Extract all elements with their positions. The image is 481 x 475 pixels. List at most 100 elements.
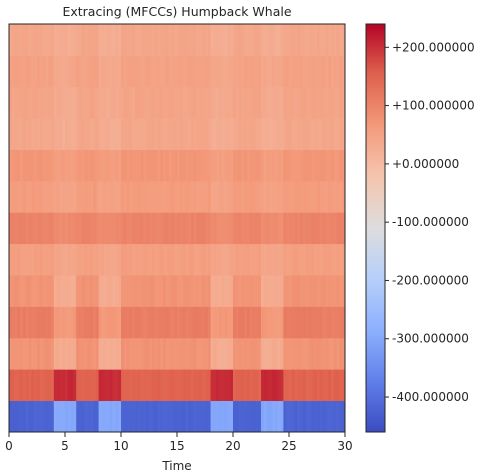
heatmap-cell bbox=[283, 369, 287, 402]
heatmap-cell bbox=[9, 55, 13, 88]
heatmap-cell bbox=[328, 212, 332, 245]
heatmap-cell bbox=[202, 149, 206, 182]
heatmap-cell bbox=[143, 24, 147, 56]
heatmap-cell bbox=[39, 118, 43, 150]
heatmap-cell bbox=[294, 180, 298, 213]
heatmap-cell bbox=[59, 275, 63, 307]
heatmap-cell bbox=[95, 118, 99, 150]
heatmap-cell bbox=[76, 86, 80, 119]
heatmap-cell bbox=[70, 306, 74, 339]
heatmap-cell bbox=[14, 212, 18, 245]
heatmap-cell bbox=[333, 337, 337, 370]
heatmap-cell bbox=[283, 306, 287, 339]
heatmap-cell bbox=[56, 275, 60, 307]
heatmap-cell bbox=[171, 275, 175, 307]
heatmap-cell bbox=[95, 86, 99, 119]
heatmap-cell bbox=[168, 149, 172, 182]
heatmap-cell bbox=[90, 400, 94, 433]
heatmap-cell bbox=[263, 243, 267, 276]
heatmap-cell bbox=[182, 369, 186, 402]
heatmap-cell bbox=[280, 86, 284, 119]
heatmap-cell bbox=[303, 369, 307, 402]
heatmap-cell bbox=[191, 55, 195, 88]
heatmap-cell bbox=[90, 149, 94, 182]
heatmap-cell bbox=[112, 306, 116, 339]
heatmap-cell bbox=[42, 118, 46, 150]
x-axis-label: Time bbox=[161, 459, 191, 473]
heatmap-cell bbox=[283, 243, 287, 276]
heatmap-cell bbox=[87, 243, 91, 276]
heatmap-cell bbox=[165, 24, 169, 56]
heatmap-cell bbox=[168, 306, 172, 339]
heatmap-cell bbox=[149, 180, 153, 213]
heatmap-cell bbox=[286, 118, 290, 150]
heatmap-cell bbox=[154, 86, 158, 119]
heatmap-cell bbox=[31, 55, 35, 88]
heatmap-cell bbox=[123, 118, 127, 150]
heatmap-cell bbox=[305, 55, 309, 88]
heatmap-cell bbox=[34, 400, 38, 433]
heatmap-cell bbox=[67, 400, 71, 433]
heatmap-cell bbox=[261, 118, 265, 150]
heatmap-cell bbox=[325, 337, 329, 370]
heatmap-cell bbox=[289, 369, 293, 402]
heatmap-cell bbox=[143, 275, 147, 307]
heatmap-cell bbox=[269, 212, 273, 245]
heatmap-cell bbox=[45, 275, 49, 307]
heatmap-cell bbox=[48, 55, 52, 88]
heatmap-cell bbox=[149, 55, 153, 88]
heatmap-cell bbox=[112, 369, 116, 402]
heatmap-cell bbox=[314, 55, 318, 88]
heatmap-cell bbox=[151, 275, 155, 307]
heatmap-cell bbox=[143, 369, 147, 402]
heatmap-cell bbox=[73, 55, 77, 88]
heatmap-cell bbox=[34, 180, 38, 213]
heatmap-cell bbox=[266, 369, 270, 402]
heatmap-cell bbox=[263, 86, 267, 119]
heatmap-cell bbox=[121, 118, 125, 150]
heatmap-cell bbox=[174, 337, 178, 370]
x-tick-label: 20 bbox=[225, 439, 240, 453]
heatmap-cell bbox=[275, 24, 279, 56]
heatmap-cell bbox=[303, 180, 307, 213]
heatmap-cell bbox=[291, 306, 295, 339]
heatmap-cell bbox=[109, 369, 113, 402]
heatmap-cell bbox=[59, 55, 63, 88]
heatmap-cell bbox=[196, 306, 200, 339]
heatmap-cell bbox=[280, 55, 284, 88]
heatmap-cell bbox=[65, 55, 69, 88]
heatmap-cell bbox=[224, 180, 228, 213]
heatmap-cell bbox=[179, 306, 183, 339]
heatmap-cell bbox=[28, 24, 32, 56]
heatmap-cell bbox=[179, 400, 183, 433]
heatmap-cell bbox=[137, 212, 141, 245]
heatmap-cell bbox=[305, 337, 309, 370]
heatmap-cell bbox=[31, 86, 35, 119]
heatmap-cell bbox=[221, 55, 225, 88]
heatmap-cell bbox=[121, 337, 125, 370]
heatmap-cell bbox=[174, 369, 178, 402]
heatmap-cell bbox=[25, 149, 29, 182]
heatmap-cell bbox=[79, 149, 83, 182]
heatmap-cell bbox=[112, 55, 116, 88]
heatmap-cell bbox=[109, 212, 113, 245]
heatmap-cell bbox=[84, 275, 88, 307]
heatmap-cell bbox=[202, 24, 206, 56]
heatmap-cell bbox=[275, 86, 279, 119]
heatmap-cell bbox=[216, 243, 220, 276]
heatmap-cell bbox=[333, 149, 337, 182]
heatmap-cell bbox=[261, 86, 265, 119]
heatmap-cell bbox=[230, 306, 234, 339]
x-tick-label: 10 bbox=[113, 439, 128, 453]
heatmap-cell bbox=[34, 86, 38, 119]
heatmap-cell bbox=[185, 86, 189, 119]
heatmap-cell bbox=[191, 86, 195, 119]
heatmap-cell bbox=[84, 212, 88, 245]
heatmap-cell bbox=[249, 369, 253, 402]
heatmap-cell bbox=[87, 86, 91, 119]
heatmap-cell bbox=[233, 400, 237, 433]
heatmap-cell bbox=[93, 337, 97, 370]
heatmap-cell bbox=[297, 400, 301, 433]
heatmap-cell bbox=[336, 118, 340, 150]
heatmap-cell bbox=[98, 400, 102, 433]
